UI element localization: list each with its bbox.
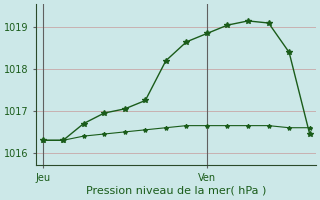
X-axis label: Pression niveau de la mer( hPa ): Pression niveau de la mer( hPa ) [86,186,266,196]
